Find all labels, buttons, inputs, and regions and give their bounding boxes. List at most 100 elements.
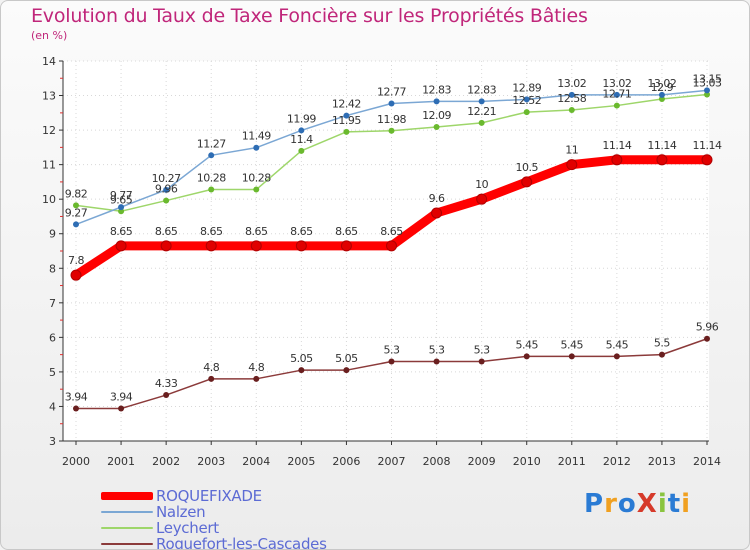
data-point-leychert	[343, 128, 350, 135]
data-label-roquefort-les-cascades: 4.8	[248, 361, 264, 374]
data-point-leychert	[523, 109, 530, 116]
data-point-roquefixade	[115, 240, 127, 252]
data-label-roquefort-les-cascades: 4.8	[203, 361, 219, 374]
x-tick-label: 2001	[107, 455, 135, 468]
y-tick-label: 8	[49, 262, 56, 275]
data-label-leychert: 9.65	[110, 193, 133, 206]
data-point-nalzen	[208, 152, 215, 159]
data-label-roquefort-les-cascades: 5.3	[384, 344, 400, 357]
data-label-roquefort-les-cascades: 5.3	[429, 344, 445, 357]
data-label-roquefixade: 8.65	[380, 225, 403, 238]
data-point-roquefort-les-cascades	[73, 405, 79, 412]
data-label-leychert: 10.28	[242, 172, 271, 185]
x-tick-label: 2000	[62, 455, 90, 468]
legend-swatch-nalzen	[101, 511, 153, 513]
y-tick-label: 12	[42, 124, 56, 137]
data-label-roquefixade: 9.6	[429, 192, 445, 205]
data-point-roquefort-les-cascades	[163, 392, 170, 399]
data-label-roquefixade: 11.14	[647, 139, 676, 152]
data-label-roquefixade: 10	[475, 178, 488, 191]
data-point-leychert	[478, 119, 485, 126]
data-point-nalzen	[163, 186, 170, 193]
legend-label-nalzen: Nalzen	[156, 503, 206, 521]
data-label-roquefort-les-cascades: 5.45	[561, 338, 584, 351]
data-point-roquefixade	[476, 193, 488, 205]
data-point-roquefort-les-cascades	[343, 367, 350, 374]
data-label-roquefort-les-cascades: 5.3	[474, 344, 490, 357]
data-point-roquefixade	[250, 240, 262, 252]
data-point-roquefort-les-cascades	[568, 353, 575, 360]
data-point-roquefort-les-cascades	[253, 375, 260, 382]
plot-area	[63, 61, 709, 441]
y-tick-label: 5	[49, 366, 56, 379]
data-point-leychert	[118, 208, 125, 215]
data-label-roquefixade: 11.14	[693, 139, 722, 152]
data-label-roquefixade: 8.65	[155, 225, 178, 238]
data-point-leychert	[163, 197, 170, 204]
legend-swatch-roquefixade	[101, 492, 153, 500]
x-tick-label: 2006	[332, 455, 360, 468]
data-point-roquefort-les-cascades	[613, 353, 620, 360]
data-label-roquefort-les-cascades: 5.45	[515, 338, 538, 351]
data-label-leychert: 12.58	[557, 92, 586, 105]
data-point-nalzen	[388, 100, 395, 107]
data-label-leychert: 9.96	[155, 183, 178, 196]
legend-label-roquefort: Roquefort-les-Cascades	[156, 535, 327, 550]
data-point-leychert	[253, 186, 260, 193]
data-point-nalzen	[613, 91, 620, 98]
data-label-leychert: 12.71	[602, 88, 631, 101]
y-tick-label: 4	[49, 400, 56, 413]
data-label-leychert: 11.4	[290, 133, 313, 146]
data-point-leychert	[73, 202, 79, 209]
data-point-roquefixade	[70, 269, 82, 281]
x-tick-label: 2007	[378, 455, 406, 468]
data-label-nalzen: 9.77	[110, 189, 133, 202]
x-tick-label: 2014	[693, 455, 721, 468]
data-label-roquefort-les-cascades: 3.94	[110, 391, 133, 404]
legend-swatch-roquefort	[101, 543, 153, 545]
data-point-nalzen	[568, 91, 575, 98]
data-label-nalzen: 11.99	[287, 112, 316, 125]
data-point-roquefort-les-cascades	[388, 358, 395, 365]
x-tick-label: 2011	[558, 455, 586, 468]
data-label-roquefort-les-cascades: 5.45	[606, 338, 629, 351]
y-tick-label: 13	[42, 90, 56, 103]
data-label-leychert: 12.52	[512, 94, 541, 107]
data-label-roquefixade: 11	[565, 144, 578, 157]
data-point-leychert	[568, 107, 575, 114]
data-label-leychert: 11.95	[332, 114, 361, 127]
data-label-roquefixade: 10.5	[515, 161, 538, 174]
x-tick-label: 2012	[603, 455, 631, 468]
x-tick-label: 2003	[197, 455, 225, 468]
data-point-roquefort-les-cascades	[478, 358, 485, 365]
data-label-nalzen: 11.27	[197, 137, 226, 150]
data-label-roquefort-les-cascades: 5.5	[654, 337, 670, 350]
data-label-leychert: 12.21	[467, 105, 496, 118]
data-label-nalzen: 12.42	[332, 98, 361, 111]
data-point-roquefort-les-cascades	[298, 367, 305, 374]
data-label-roquefixade: 8.65	[335, 225, 358, 238]
x-tick-label: 2004	[242, 455, 270, 468]
data-label-roquefort-les-cascades: 5.96	[696, 321, 719, 334]
legend-label-leychert: Leychert	[156, 519, 219, 537]
data-label-leychert: 10.28	[197, 172, 226, 185]
data-label-roquefort-les-cascades: 5.05	[335, 352, 358, 365]
y-tick-label: 10	[42, 193, 56, 206]
data-point-roquefixade	[656, 154, 668, 166]
data-point-roquefort-les-cascades	[433, 358, 440, 365]
data-label-roquefixade: 8.65	[110, 225, 133, 238]
data-point-nalzen	[704, 87, 710, 94]
data-label-roquefixade: 11.14	[602, 139, 631, 152]
data-label-roquefixade: 8.65	[290, 225, 313, 238]
data-point-leychert	[298, 147, 305, 154]
data-label-roquefort-les-cascades: 4.33	[155, 377, 178, 390]
data-point-nalzen	[343, 112, 350, 119]
data-point-roquefort-les-cascades	[658, 351, 665, 358]
data-point-roquefort-les-cascades	[704, 335, 710, 342]
data-point-nalzen	[253, 144, 260, 151]
x-tick-label: 2002	[152, 455, 180, 468]
data-point-nalzen	[298, 127, 305, 134]
data-point-nalzen	[118, 204, 125, 211]
y-tick-label: 6	[49, 331, 56, 344]
